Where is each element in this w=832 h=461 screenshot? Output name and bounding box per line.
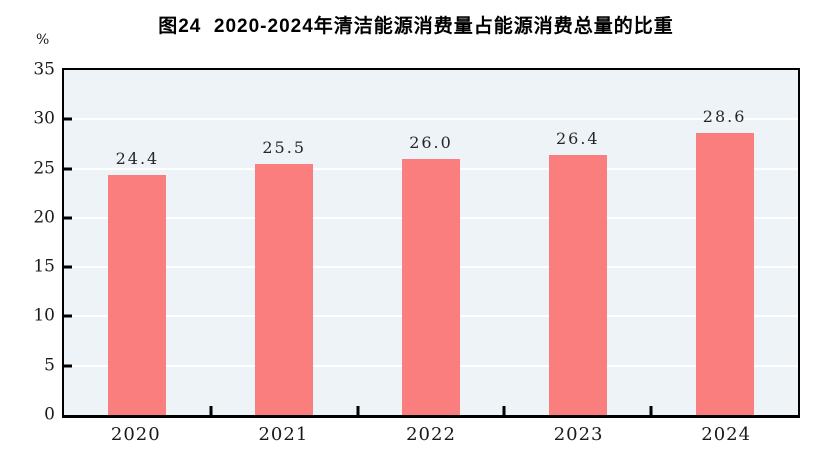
x-tick-label: 2021	[258, 424, 309, 445]
y-axis-tick	[64, 117, 72, 121]
bars-layer: 24.4 25.5 26.0 26.4 28.6	[64, 70, 798, 415]
x-axis-tick	[209, 406, 213, 415]
bar	[255, 163, 314, 415]
y-tick-label: 25	[33, 158, 55, 179]
gridline	[64, 118, 798, 121]
bar-value-label: 26.4	[555, 128, 600, 148]
y-tick-label: 35	[33, 59, 55, 80]
y-axis-tick-labels: 0 5 10 15 20 25 30 35	[0, 61, 55, 423]
y-tick-label: 5	[44, 355, 55, 376]
y-axis-tick	[64, 314, 72, 318]
x-tick-label: 2023	[553, 424, 604, 445]
chart-title: 图24 2020-2024年清洁能源消费量占能源消费总量的比重	[158, 16, 674, 37]
x-tick-label: 2020	[110, 424, 161, 445]
bar	[695, 133, 754, 415]
y-tick-label: 0	[44, 404, 55, 425]
y-axis-tick	[64, 167, 72, 171]
bar	[402, 158, 460, 415]
plot-area: 24.4 25.5 26.0 26.4 28.6	[62, 68, 800, 418]
y-tick-label: 20	[33, 207, 55, 228]
x-axis-tick	[356, 406, 360, 415]
x-tick-label: 2024	[701, 424, 752, 445]
y-tick-label: 30	[33, 108, 55, 129]
x-axis-tick	[502, 406, 506, 415]
y-tick-label: 10	[33, 305, 55, 326]
ticks-layer	[64, 70, 798, 415]
y-axis-tick	[64, 364, 72, 368]
y-axis-tick	[64, 216, 72, 220]
bar	[548, 154, 607, 415]
y-axis-unit-label: %	[36, 32, 50, 48]
x-tick-label: 2022	[406, 424, 456, 445]
bar-value-label: 25.5	[262, 137, 306, 157]
bar-value-label: 24.4	[115, 148, 160, 168]
x-axis-tick-labels: 2020 2021 2022 2023 2024	[62, 424, 800, 450]
y-axis-tick	[64, 265, 72, 269]
bar	[108, 174, 167, 415]
bar-value-label: 26.0	[409, 132, 453, 152]
x-axis-tick	[649, 406, 653, 415]
y-tick-label: 15	[33, 256, 55, 277]
bar-value-label: 28.6	[702, 107, 747, 127]
